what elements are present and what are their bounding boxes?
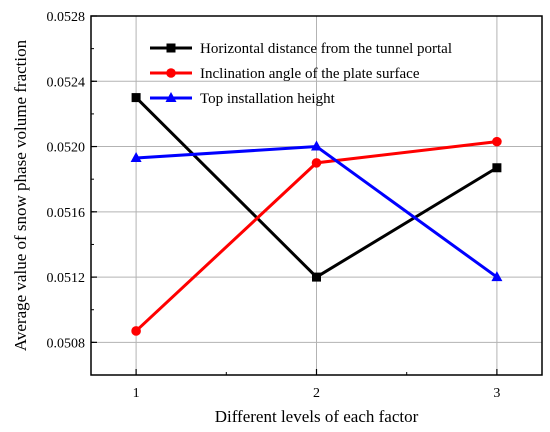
legend-label: Horizontal distance from the tunnel port…: [200, 41, 452, 57]
data-point: [131, 326, 141, 336]
data-point: [131, 93, 141, 103]
y-tick-label: 0.0508: [47, 336, 86, 351]
legend-entry: Horizontal distance from the tunnel port…: [150, 41, 452, 57]
data-point: [311, 158, 322, 168]
series-2: [131, 136, 502, 336]
x-axis: 1 2 3: [133, 369, 500, 401]
legend-entry: Top installation height: [150, 91, 336, 107]
y-tick-label: 0.0524: [47, 75, 86, 90]
x-tick-label: 1: [133, 386, 140, 401]
x-tick-label: 2: [313, 386, 320, 401]
legend: Horizontal distance from the tunnel port…: [150, 41, 452, 107]
data-point: [312, 272, 321, 282]
legend-marker: [166, 68, 176, 78]
y-tick-label: 0.0512: [47, 271, 86, 286]
data-point: [491, 271, 503, 282]
legend-marker: [165, 92, 177, 102]
series-group: [130, 93, 503, 336]
data-point: [492, 136, 502, 147]
data-point: [130, 151, 142, 162]
y-axis: 0.0508 0.0512 0.0516 0.0520 0.0524 0.0528: [47, 10, 97, 376]
data-point: [311, 140, 322, 151]
legend-label: Inclination angle of the plate surface: [200, 66, 420, 82]
legend-entry: Inclination angle of the plate surface: [150, 66, 420, 82]
legend-marker: [166, 43, 176, 53]
series-1: [131, 93, 502, 282]
x-axis-title: Different levels of each factor: [215, 407, 419, 426]
y-tick-label: 0.0528: [47, 10, 86, 25]
y-tick-label: 0.0516: [47, 206, 86, 221]
legend-label: Top installation height: [200, 91, 336, 107]
y-axis-title: Average value of snow phase volume fract…: [11, 39, 30, 351]
x-tick-label: 3: [493, 386, 500, 401]
series-3: [130, 140, 503, 282]
y-tick-label: 0.0520: [47, 141, 86, 156]
data-point: [492, 163, 502, 173]
